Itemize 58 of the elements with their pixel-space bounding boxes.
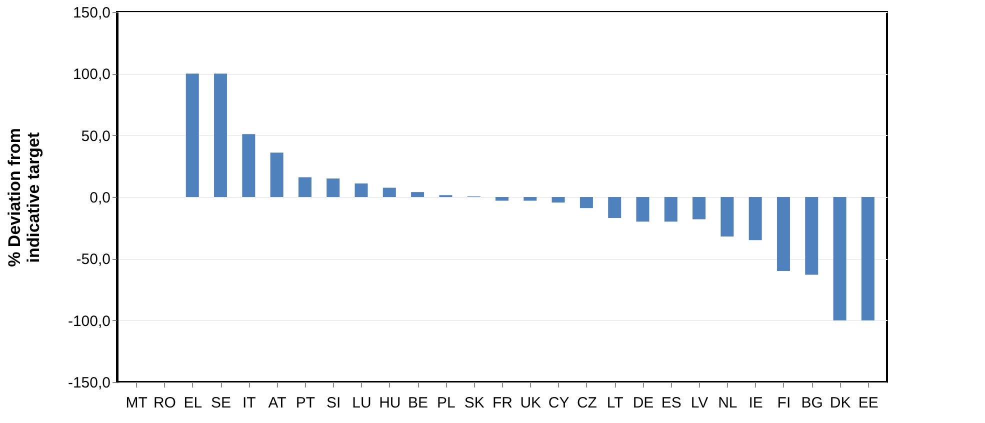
bar [805, 197, 818, 275]
x-tick-label: PT [296, 394, 316, 412]
bar [580, 197, 593, 208]
x-tick-label: IT [242, 394, 256, 412]
bar [636, 197, 650, 222]
bar [270, 152, 284, 197]
x-tick-label: MT [126, 394, 148, 412]
x-tick-label: LV [690, 394, 708, 412]
bar [833, 197, 846, 320]
x-tick-label: CY [548, 394, 570, 412]
x-tick-label: DE [632, 394, 654, 412]
y-tick-label: 0,0 [90, 190, 110, 206]
bar [692, 197, 706, 220]
x-tick-label: BE [408, 394, 428, 412]
x-tick-label: SK [464, 394, 484, 412]
x-tick-label: CZ [576, 394, 597, 412]
x-tick-label: IE [748, 394, 763, 412]
bar [214, 74, 228, 197]
bar [186, 74, 199, 197]
x-tick-label: AT [268, 394, 286, 412]
y-tick-label: -50,0 [76, 251, 110, 268]
y-tick-label: 150,0 [72, 4, 110, 22]
bar [664, 197, 678, 222]
x-tick-label: HU [379, 394, 401, 412]
x-tick-label: EE [858, 394, 878, 412]
bar [748, 197, 762, 240]
x-tick-label: LT [606, 394, 624, 412]
bar [861, 197, 874, 320]
bar [326, 178, 340, 197]
x-tick-label: EL [184, 394, 202, 412]
x-tick-label: NL [718, 394, 738, 412]
x-tick-label: UK [520, 394, 542, 412]
bar [776, 197, 790, 271]
x-tick-label: RO [153, 394, 176, 412]
x-tick-label: DK [830, 394, 851, 412]
y-tick-label: 50,0 [81, 128, 110, 145]
x-tick-label: SE [211, 394, 232, 412]
x-tick-label: SI [326, 394, 341, 412]
y-tick-label: -150,0 [68, 374, 110, 392]
bar [242, 134, 256, 197]
bar [382, 188, 396, 197]
bar [411, 192, 424, 197]
x-tick-label: BG [801, 394, 823, 412]
x-tick-label: FI [777, 394, 791, 412]
y-axis-title: % Deviation from indicative target [4, 128, 43, 267]
y-tick-label: 100,0 [72, 66, 110, 84]
bar [496, 197, 508, 201]
x-tick-label: ES [661, 394, 682, 412]
x-tick-label: FR [492, 394, 513, 412]
x-tick-label: LU [352, 394, 372, 412]
bar [552, 197, 565, 203]
bar [524, 197, 537, 201]
y-tick-label: -100,0 [68, 312, 110, 330]
bar [298, 177, 312, 197]
x-tick-label: PL [437, 394, 456, 412]
bar [720, 197, 734, 236]
bar [608, 197, 622, 218]
bar [354, 183, 368, 197]
